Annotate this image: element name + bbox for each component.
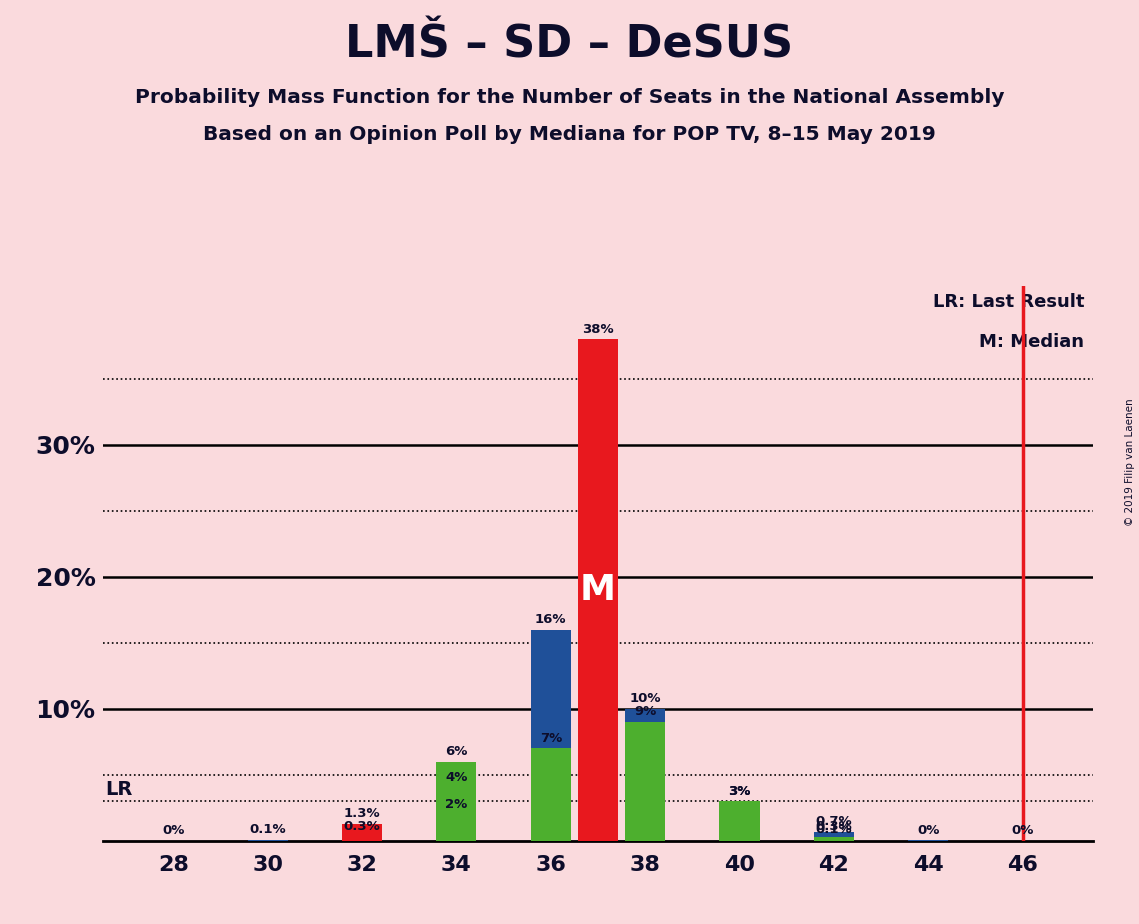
Text: 1.3%: 1.3% [344, 807, 380, 820]
Text: 4%: 4% [445, 772, 468, 784]
Text: 2%: 2% [445, 797, 467, 810]
Bar [814, 837, 854, 841]
Text: Probability Mass Function for the Number of Seats in the National Assembly: Probability Mass Function for the Number… [134, 88, 1005, 107]
Text: 0.3%: 0.3% [344, 821, 380, 833]
Text: 3%: 3% [728, 784, 751, 797]
Bar [814, 832, 854, 841]
Text: 9%: 9% [634, 705, 656, 718]
Bar [436, 761, 476, 841]
Bar [814, 837, 854, 841]
Text: 0.7%: 0.7% [816, 815, 852, 828]
Text: 7%: 7% [540, 732, 562, 745]
Bar [247, 840, 288, 841]
Text: 38%: 38% [582, 322, 614, 335]
Bar [720, 801, 760, 841]
Text: 0%: 0% [917, 824, 940, 837]
Text: Based on an Opinion Poll by Mediana for POP TV, 8–15 May 2019: Based on an Opinion Poll by Mediana for … [203, 125, 936, 144]
Text: M: Median: M: Median [980, 333, 1084, 350]
Text: LR: LR [105, 780, 132, 799]
Text: 0.1%: 0.1% [816, 823, 852, 836]
Text: LMŠ – SD – DeSUS: LMŠ – SD – DeSUS [345, 23, 794, 67]
Bar [625, 722, 665, 841]
Bar [342, 837, 382, 841]
Bar [342, 823, 382, 841]
Bar [531, 748, 571, 841]
Text: 16%: 16% [535, 613, 566, 626]
Text: 10%: 10% [630, 692, 661, 705]
Text: 3%: 3% [728, 784, 751, 797]
Text: 0%: 0% [1011, 824, 1034, 837]
Bar [577, 339, 618, 841]
Text: 6%: 6% [445, 745, 468, 758]
Bar [908, 840, 949, 841]
Text: 0.1%: 0.1% [249, 823, 286, 836]
Text: 0%: 0% [162, 824, 185, 837]
Text: © 2019 Filip van Laenen: © 2019 Filip van Laenen [1125, 398, 1134, 526]
Bar [436, 788, 476, 841]
Text: LR: Last Result: LR: Last Result [933, 293, 1084, 311]
Text: M: M [580, 573, 616, 607]
Bar [720, 801, 760, 841]
Text: 0.3%: 0.3% [816, 821, 852, 833]
Bar [436, 814, 476, 841]
Bar [625, 709, 665, 841]
Bar [720, 801, 760, 841]
Bar [531, 629, 571, 841]
